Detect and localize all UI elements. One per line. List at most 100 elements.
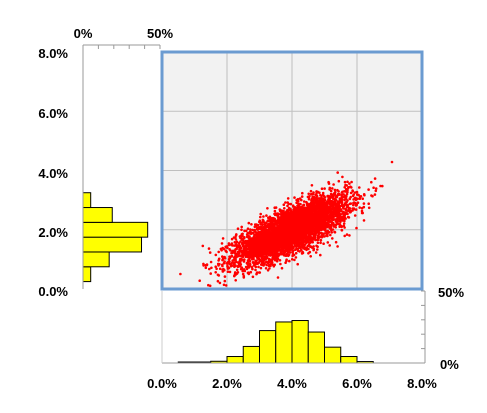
scatter-point	[346, 215, 350, 219]
scatter-point	[272, 220, 276, 223]
scatter-point	[278, 237, 282, 240]
scatter-point	[275, 232, 278, 235]
scatter-point	[313, 218, 317, 221]
scatter-point	[266, 207, 269, 210]
scatter-point	[308, 220, 311, 223]
scatter-point	[258, 219, 262, 222]
scatter-point	[291, 204, 295, 207]
scatter-point	[310, 184, 314, 187]
scatter-point	[227, 243, 231, 247]
scatter-point	[269, 219, 272, 222]
scatter-point	[251, 246, 254, 249]
scatter-point	[264, 267, 268, 270]
scatter-point	[263, 237, 267, 240]
scatter-point	[309, 232, 313, 236]
scatter-point	[318, 235, 321, 239]
scatter-point	[306, 231, 310, 234]
scatter-point	[289, 202, 293, 206]
scatter-point	[241, 238, 244, 242]
scatter-point	[342, 193, 345, 196]
scatter-point	[304, 212, 307, 215]
scatter-point	[342, 222, 346, 225]
scatter-point	[319, 210, 323, 213]
scatter-point	[257, 254, 261, 258]
scatter-point	[319, 201, 323, 205]
scatter-point	[264, 224, 267, 227]
scatter-point	[282, 250, 285, 254]
scatter-point	[332, 218, 335, 221]
scatter-point	[234, 279, 237, 282]
scatter-point	[314, 224, 317, 228]
scatter-point	[299, 224, 303, 228]
scatter-point	[279, 262, 282, 266]
scatter-point	[340, 195, 344, 199]
scatter-point	[277, 218, 281, 221]
scatter-point	[224, 249, 227, 252]
scatter-point	[319, 241, 322, 245]
scatter-point	[239, 254, 242, 258]
scatter-point	[258, 259, 262, 263]
scatter-point	[275, 259, 279, 263]
scatter-point	[333, 190, 337, 194]
scatter-point	[303, 216, 307, 220]
scatter-point	[265, 255, 269, 258]
scatter-point	[233, 241, 237, 244]
scatter-point	[351, 189, 354, 192]
scatter-point	[293, 258, 296, 262]
scatter-point	[323, 223, 327, 227]
scatter-point	[251, 275, 255, 279]
scatter-point	[300, 239, 304, 242]
scatter-point	[263, 250, 267, 253]
scatter-point	[243, 269, 247, 273]
scatter-point	[340, 191, 344, 194]
scatter-point	[332, 183, 335, 186]
scatter-point	[315, 244, 318, 248]
scatter-point	[294, 256, 298, 259]
scatter-point	[267, 264, 271, 268]
scatter-point	[303, 206, 307, 210]
scatter-point	[248, 239, 251, 243]
scatter-point	[343, 219, 346, 223]
scatter-point	[244, 250, 247, 253]
scatter-point	[336, 171, 340, 174]
scatter-point	[338, 199, 342, 202]
scatter-point	[216, 279, 220, 283]
scatter-point	[285, 233, 289, 237]
scatter-point	[311, 227, 315, 231]
scatter-point	[299, 232, 302, 236]
scatter-point	[217, 257, 221, 261]
scatter-point	[246, 271, 250, 275]
scatter-point	[316, 241, 320, 244]
scatter-point	[336, 203, 340, 207]
scatter-point	[266, 248, 270, 251]
scatter-point	[271, 224, 274, 227]
scatter-point	[230, 243, 233, 247]
scatter-point	[248, 246, 252, 250]
scatter-point	[244, 255, 248, 258]
scatter-point	[254, 233, 258, 237]
scatter-point	[331, 195, 335, 199]
scatter-point	[237, 241, 241, 245]
scatter-point	[329, 233, 332, 237]
scatter-point	[273, 222, 276, 226]
scatter-point	[314, 204, 317, 207]
scatter-point	[311, 221, 314, 224]
scatter-point	[300, 235, 304, 239]
scatter-point	[350, 180, 353, 184]
scatter-point	[218, 281, 222, 285]
scatter-point	[310, 210, 313, 213]
scatter-point	[208, 267, 211, 271]
scatter-point	[328, 195, 331, 198]
scatter-point	[251, 267, 254, 271]
scatter-point	[316, 226, 319, 229]
scatter-point	[278, 259, 282, 262]
scatter-point	[249, 237, 253, 240]
scatter-point	[207, 247, 211, 250]
scatter-point	[287, 247, 291, 251]
scatter-point	[232, 249, 236, 253]
scatter-point	[285, 214, 288, 218]
scatter-point	[208, 251, 212, 254]
scatter-point	[280, 242, 284, 246]
scatter-point	[361, 197, 365, 200]
scatter-point	[352, 193, 356, 196]
